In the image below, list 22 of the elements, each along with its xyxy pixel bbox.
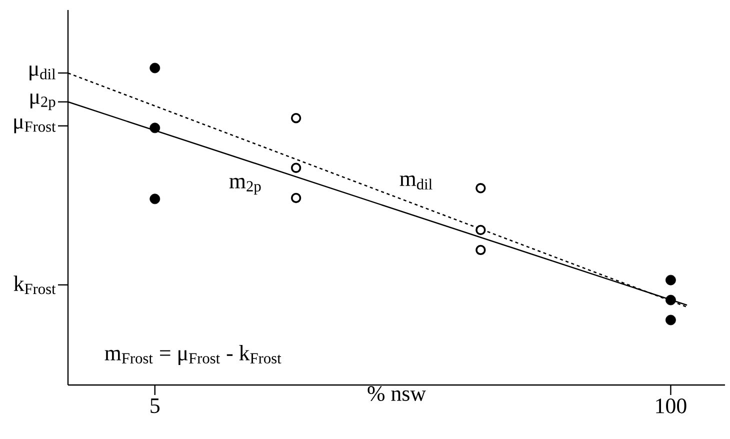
text: μ$_{2p}$ bbox=[30, 94, 56, 110]
point bbox=[666, 274, 676, 286]
point bbox=[290, 112, 302, 124]
annotation: m$_{2p}$ bbox=[229, 178, 261, 195]
point bbox=[476, 183, 486, 194]
point bbox=[150, 62, 160, 74]
point bbox=[666, 294, 676, 306]
text: k$_{Frost}$ bbox=[14, 276, 56, 294]
point bbox=[476, 224, 486, 236]
x-tick-label: 100 bbox=[656, 398, 686, 414]
text: μ$_{dil}$ bbox=[30, 66, 56, 80]
text: μ$_{Frost}$ bbox=[14, 118, 56, 134]
annotation: m$_{dil}$ bbox=[400, 176, 432, 190]
x-axis-title: % nsw bbox=[368, 386, 426, 402]
point bbox=[666, 314, 676, 326]
point bbox=[476, 244, 486, 256]
point bbox=[290, 192, 302, 204]
annotation: m$_{Frost}$ = μ$_{Frost}$ - k$_{Frost}$ bbox=[104, 345, 282, 365]
point bbox=[150, 122, 160, 134]
point bbox=[290, 162, 302, 173]
point bbox=[150, 194, 160, 204]
x-tick-label: 5 bbox=[150, 398, 160, 414]
